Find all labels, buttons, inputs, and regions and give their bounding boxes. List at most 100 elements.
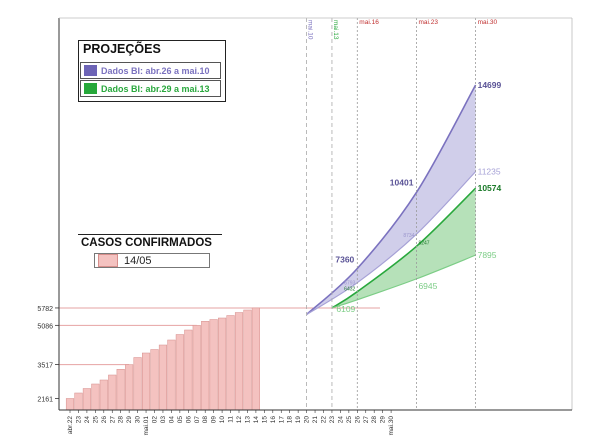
x-tick-label: 27 bbox=[363, 416, 370, 424]
bar-08 bbox=[201, 321, 210, 411]
x-tick-label: 12 bbox=[236, 416, 243, 424]
milestone-label-mai.30: mai.30 bbox=[478, 19, 498, 26]
x-tick-label: 15 bbox=[261, 416, 268, 424]
projections-title: PROJEÇÕES bbox=[83, 42, 161, 56]
bar-29 bbox=[125, 364, 134, 411]
legend-label-purple: Dados BI: abr.26 a mai.10 bbox=[101, 65, 210, 76]
y-tick-label: 2161 bbox=[37, 396, 53, 403]
x-tick-label: 07 bbox=[194, 416, 201, 424]
x-tick-label: 06 bbox=[185, 416, 192, 424]
x-tick-label: 24 bbox=[84, 416, 91, 424]
y-tick-label: 5086 bbox=[37, 323, 53, 330]
x-tick-label: mai.01 bbox=[143, 416, 150, 436]
x-tick-label: 14 bbox=[253, 416, 260, 424]
bar-27 bbox=[108, 374, 117, 411]
bar-28 bbox=[116, 369, 125, 411]
milestone-label-mai.13: mai.13 bbox=[332, 20, 339, 40]
milestone-lines: mai.10 mai.13 mai.16 mai.23 mai.30 bbox=[306, 18, 498, 410]
x-tick-label: 02 bbox=[152, 416, 159, 424]
x-tick-label: 18 bbox=[287, 416, 294, 424]
bar-03 bbox=[158, 344, 167, 411]
x-tick-label: 13 bbox=[244, 416, 251, 424]
bar-07 bbox=[192, 325, 201, 411]
x-tick-label: 11 bbox=[228, 416, 235, 423]
bar-26 bbox=[99, 379, 108, 411]
projections-legend: PROJEÇÕES Dados BI: abr.26 a mai.10 Dado… bbox=[78, 40, 226, 102]
green-swatch bbox=[84, 83, 97, 94]
bar-09 bbox=[209, 319, 218, 411]
data-label: 6945 bbox=[418, 281, 437, 291]
x-tick-label: 23 bbox=[75, 416, 82, 424]
x-tick-label: 05 bbox=[177, 416, 184, 424]
x-tick-label: 28 bbox=[371, 416, 378, 424]
x-tick-label: 21 bbox=[312, 416, 319, 424]
x-tick-label: 29 bbox=[126, 416, 133, 424]
data-label: 6109 bbox=[336, 304, 355, 314]
data-label: 6432 bbox=[344, 287, 355, 293]
x-tick-label: 23 bbox=[329, 416, 336, 424]
data-label: 7895 bbox=[478, 250, 497, 260]
bar-04 bbox=[167, 339, 176, 411]
data-label: 10401 bbox=[390, 177, 414, 187]
x-tick-label: 03 bbox=[160, 416, 167, 424]
data-label: 11235 bbox=[478, 167, 501, 177]
bar-10 bbox=[218, 317, 227, 411]
confirmed-date-label: 14/05 bbox=[124, 254, 152, 267]
legend-item-green: Dados BI: abr.29 a mai.13 bbox=[80, 80, 221, 97]
bar-05 bbox=[175, 334, 184, 411]
bar-14 bbox=[251, 307, 260, 411]
y-tick-label: 3517 bbox=[37, 363, 53, 370]
projection-upper-line-green bbox=[331, 187, 477, 309]
projection-lower-line-green bbox=[331, 254, 476, 309]
bar-24 bbox=[82, 388, 91, 411]
x-tick-label: 08 bbox=[202, 416, 209, 424]
data-label: 14699 bbox=[478, 80, 502, 90]
x-tick-label: 22 bbox=[321, 416, 328, 424]
legend-item-purple: Dados BI: abr.26 a mai.10 bbox=[80, 62, 221, 79]
x-tick-label: 19 bbox=[295, 416, 302, 424]
bar-abr.22 bbox=[65, 398, 75, 411]
milestone-label-mai.23: mai.23 bbox=[418, 19, 438, 26]
reference-lines bbox=[59, 307, 380, 366]
confirmed-cases-legend: CASOS CONFIRMADOS 14/05 bbox=[78, 234, 222, 270]
bar-13 bbox=[243, 309, 252, 411]
projection-band-green bbox=[331, 188, 476, 308]
x-tick-label: abr.22 bbox=[67, 416, 74, 434]
projection-band-purple bbox=[306, 85, 476, 315]
data-label: 8247 bbox=[418, 240, 429, 246]
x-tick-label: 16 bbox=[270, 416, 277, 424]
x-tick-label: 26 bbox=[354, 416, 361, 424]
y-tick-label: 5782 bbox=[37, 306, 53, 313]
bar-25 bbox=[91, 383, 100, 411]
purple-swatch bbox=[84, 65, 97, 76]
milestone-label-mai.16: mai.16 bbox=[359, 19, 379, 26]
bar-02 bbox=[150, 349, 159, 411]
x-tick-label: 09 bbox=[211, 416, 218, 424]
x-tick-label: 25 bbox=[92, 416, 99, 424]
x-tick-label: 25 bbox=[346, 416, 353, 424]
bar-23 bbox=[74, 392, 83, 411]
x-tick-label: 17 bbox=[278, 416, 285, 424]
data-label: 10574 bbox=[478, 183, 502, 193]
data-label: 6793 bbox=[344, 281, 355, 287]
x-tick-label: 26 bbox=[101, 416, 108, 424]
point-labels: 7360 10401 14699 6793 8734 11235 6432 8247 10574… bbox=[335, 80, 501, 314]
x-tick-label: 27 bbox=[109, 416, 116, 424]
bar-12 bbox=[234, 312, 244, 411]
x-tick-label: 04 bbox=[168, 416, 175, 424]
x-tick-label: 10 bbox=[219, 416, 226, 424]
x-tick-label: 20 bbox=[304, 416, 311, 424]
bar-30 bbox=[133, 357, 142, 411]
legend-label-green: Dados BI: abr.29 a mai.13 bbox=[101, 83, 210, 94]
x-tick-label: 30 bbox=[135, 416, 142, 424]
confirmed-bars bbox=[65, 307, 260, 411]
projection-upper-line-purple bbox=[306, 84, 477, 316]
confirmed-title: CASOS CONFIRMADOS bbox=[81, 237, 212, 249]
bar-11 bbox=[226, 315, 235, 411]
confirmed-legend-item: 14/05 bbox=[94, 253, 210, 268]
x-tick-label: 28 bbox=[118, 416, 125, 424]
milestone-label-mai.10: mai.10 bbox=[307, 20, 314, 40]
bar-06 bbox=[184, 329, 193, 411]
